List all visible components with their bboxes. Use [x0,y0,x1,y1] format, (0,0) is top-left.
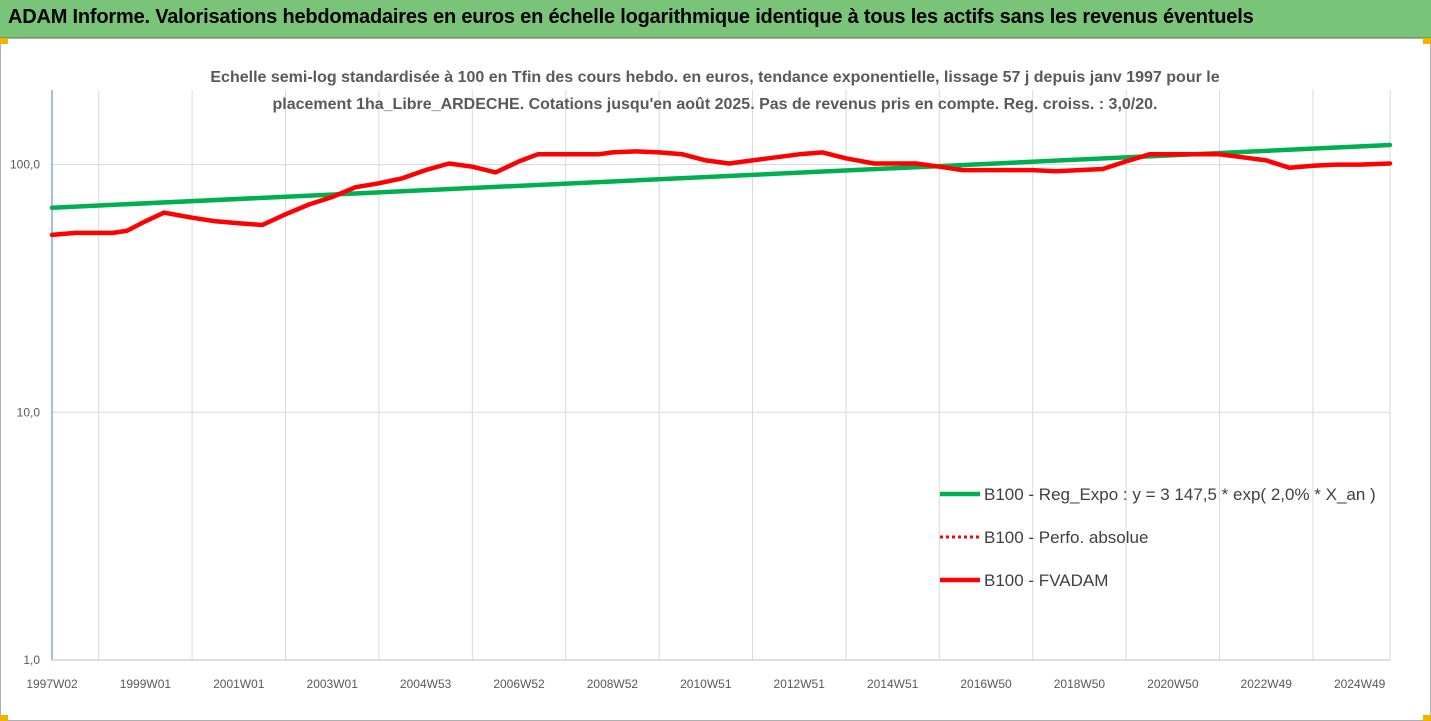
corner-marker-top-right [1423,38,1431,44]
y-tick-label: 10,0 [17,405,41,419]
x-tick-label: 1997W02 [26,677,78,691]
corner-marker-bottom-left [0,715,8,721]
corner-marker-top-left [0,38,8,44]
legend: B100 - Reg_Expo : y = 3 147,5 * exp( 2,0… [940,485,1376,590]
x-tick-label: 2006W52 [493,677,545,691]
x-tick-label: 2014W51 [867,677,919,691]
chart-title-line-2: placement 1ha_Libre_ARDECHE. Cotations j… [272,96,1158,113]
x-tick-label: 2012W51 [774,677,826,691]
corner-marker-bottom-right [1423,715,1431,721]
gridlines [52,90,1391,660]
report-title: ADAM Informe. Valorisations hebdomadaire… [8,6,1254,28]
x-tick-label: 2022W49 [1241,677,1293,691]
chart-title-line-1: Echelle semi-log standardisée à 100 en T… [210,69,1220,86]
legend-label: B100 - Reg_Expo : y = 3 147,5 * exp( 2,0… [984,485,1376,504]
series-line-2 [49,149,1393,238]
x-tick-label: 2008W52 [587,677,639,691]
x-tick-label: 2020W50 [1147,677,1199,691]
x-tick-label: 1999W01 [120,677,172,691]
y-tick-label: 100,0 [10,158,40,172]
legend-label: B100 - Perfo. absolue [984,528,1148,547]
x-tick-label: 2018W50 [1054,677,1106,691]
chart-area [0,38,1431,721]
x-tick-label: 2001W01 [213,677,265,691]
x-tick-label: 2016W50 [960,677,1012,691]
series-lines [49,142,1393,238]
x-tick-label: 2003W01 [307,677,359,691]
chart-title: Echelle semi-log standardisée à 100 en T… [170,64,1260,118]
report-banner: ADAM Informe. Valorisations hebdomadaire… [0,0,1431,38]
legend-label: B100 - FVADAM [984,571,1108,590]
x-tick-label: 2004W53 [400,677,452,691]
x-tick-label: 2024W49 [1334,677,1386,691]
x-tick-label: 2010W51 [680,677,732,691]
axes: 1,0 10,0 100,0 1997W02 1999W01 2001W01 2003W01… [10,90,1390,691]
y-tick-label: 1,0 [23,653,40,667]
